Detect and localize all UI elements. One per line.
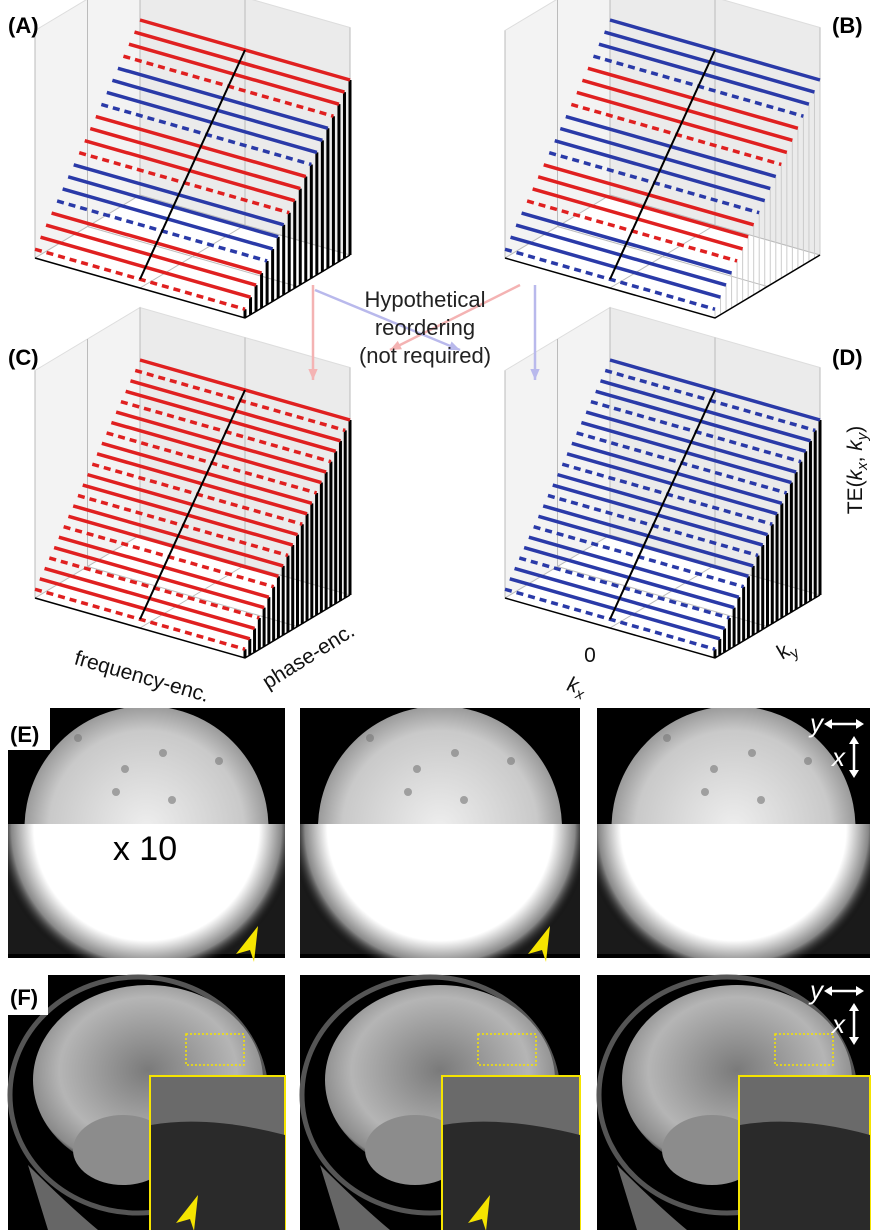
phantom-spot (404, 788, 412, 796)
phantom-spot (215, 757, 223, 765)
direction-label: x (830, 742, 846, 772)
panel-label: (B) (832, 13, 863, 38)
phantom-spot (168, 796, 176, 804)
axis-label: kx (564, 673, 589, 704)
phantom-spot (748, 749, 756, 757)
panel-label: (F) (10, 985, 38, 1010)
phantom-spot (757, 796, 765, 804)
scale-note: x 10 (113, 830, 177, 868)
phantom-spot (663, 734, 671, 742)
phantom-spot (413, 765, 421, 773)
phantom-spot (366, 734, 374, 742)
te-part: , (844, 451, 867, 463)
axis-label: 0 (584, 644, 596, 667)
phantom-spot (74, 734, 82, 742)
axis-label: ky (773, 635, 803, 668)
grid-line (558, 227, 768, 287)
te-part: TE( (844, 480, 867, 514)
axis-label: TE(kx, ky) (844, 426, 871, 515)
direction-label: x (830, 1009, 846, 1039)
phantom-spot (112, 788, 120, 796)
panel-label: (A) (8, 13, 39, 38)
direction-label: y (808, 975, 825, 1005)
panel-label: (E) (10, 722, 39, 747)
inset-tissue (740, 1122, 870, 1230)
phantom-spot (710, 765, 718, 773)
layer (0, 0, 875, 1230)
te-part: ) (844, 426, 867, 433)
phantom-spot (507, 757, 515, 765)
panel-label: (C) (8, 345, 39, 370)
note-line: Hypothetical (364, 287, 485, 312)
direction-label: y (808, 708, 825, 738)
phantom-spot (121, 765, 129, 773)
phantom-spot (159, 749, 167, 757)
phantom-spot (460, 796, 468, 804)
phantom-spot (701, 788, 709, 796)
inset-tissue (443, 1122, 580, 1230)
figure: (A) (B) (C) (D) Hypothetical reordering … (0, 0, 875, 1230)
note-line: (not required) (359, 343, 491, 368)
note-line: reordering (375, 315, 475, 340)
phantom-spot (804, 757, 812, 765)
panel-label: (D) (832, 345, 863, 370)
phantom-spot (451, 749, 459, 757)
inset-tissue (151, 1122, 285, 1230)
axis-label: frequency-enc. (72, 647, 212, 707)
